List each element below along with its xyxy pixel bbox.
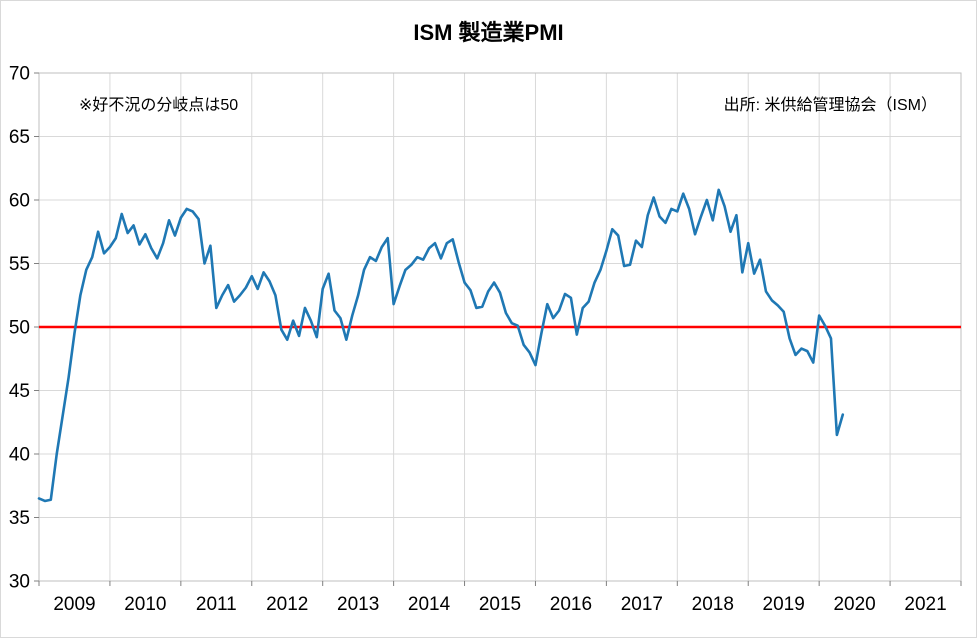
y-tick-label: 30 [9,572,30,593]
x-tick-label: 2016 [550,594,592,615]
y-tick-label: 70 [9,64,30,85]
x-tick-label: 2020 [833,594,875,615]
pmi-series-line [37,188,845,503]
y-tick-label: 45 [9,381,30,402]
y-tick-label: 55 [9,254,30,275]
x-tick-label: 2017 [621,594,663,615]
x-tick-label: 2014 [408,594,451,615]
x-tick-label: 2009 [53,594,95,615]
annotation-source: 出所: 米供給管理協会（ISM） [723,97,937,114]
x-tick-label: 2013 [337,594,379,615]
y-axis-labels: 30 35 40 45 50 55 60 65 70 [9,64,30,593]
annotation-breakeven-note: ※好不況の分岐点は50 [79,97,239,114]
x-tick-label: 2018 [692,594,734,615]
x-tick-label: 2019 [763,594,805,615]
x-tick-label: 2021 [904,594,946,615]
y-tick-label: 60 [9,191,30,212]
x-tick-label: 2011 [196,594,237,615]
axis-ticks [34,72,962,586]
x-tick-label: 2012 [266,594,308,615]
y-tick-label: 40 [9,445,30,466]
y-tick-label: 65 [9,127,30,148]
x-tick-label: 2010 [124,594,166,615]
y-tick-label: 50 [9,318,30,339]
x-axis-labels: 2009 2010 2011 2012 2013 2014 2015 2016 2017 2018… [53,594,946,615]
y-tick-label: 35 [9,508,30,529]
chart-title: ISM 製造業PMI [413,20,564,45]
x-tick-label: 2015 [479,594,521,615]
